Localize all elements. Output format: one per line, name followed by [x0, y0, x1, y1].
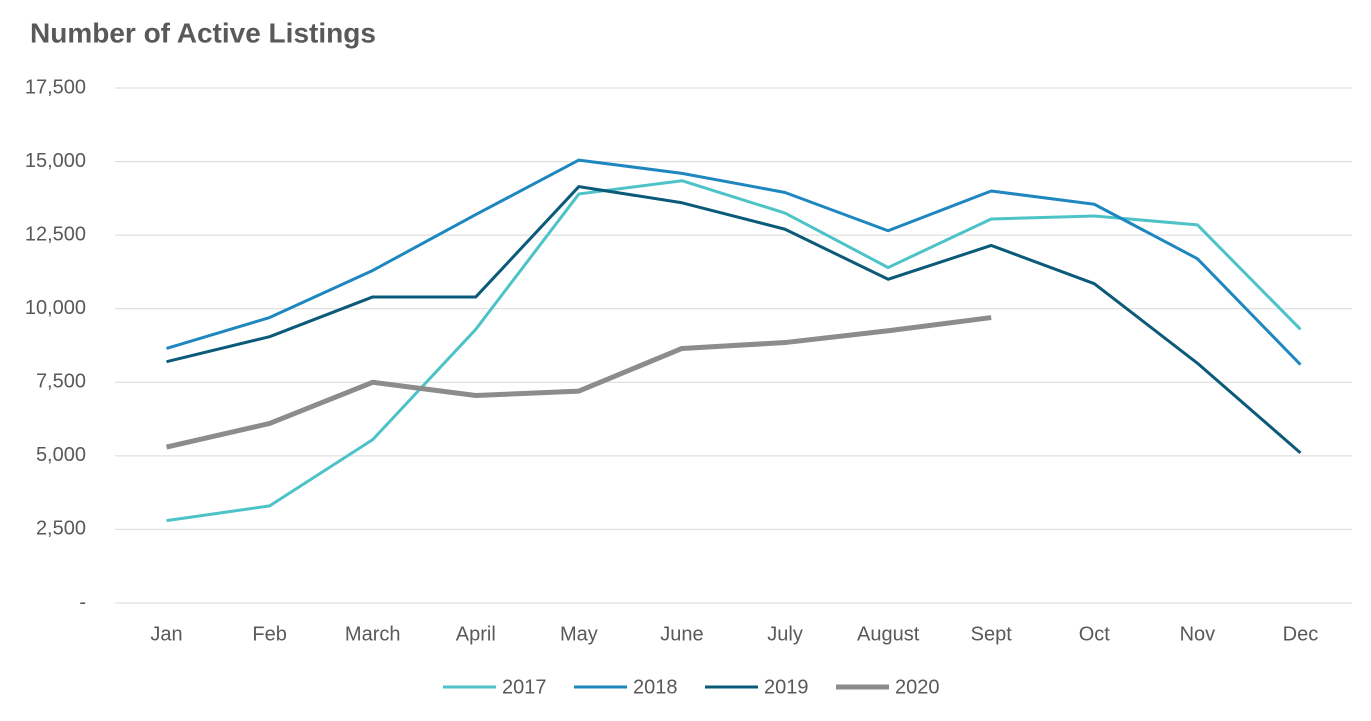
x-tick-label: August: [857, 623, 920, 645]
x-tick-label: Nov: [1180, 623, 1216, 645]
legend-label: 2020: [895, 676, 940, 698]
y-tick-label: 7,500: [36, 371, 86, 393]
series-line: [165, 315, 992, 450]
y-tick-label: 2,500: [36, 518, 86, 540]
x-tick-label: Sept: [971, 623, 1013, 645]
x-tick-label: June: [660, 623, 703, 645]
y-tick-label: 12,500: [25, 223, 86, 245]
legend-label: 2017: [502, 676, 547, 698]
y-tick-label: 15,000: [25, 150, 86, 172]
x-tick-label: Dec: [1283, 623, 1319, 645]
legend-label: 2018: [633, 676, 678, 698]
y-tick-label: -: [79, 591, 86, 613]
x-tick-label: July: [767, 623, 803, 645]
x-tick-label: May: [560, 623, 598, 645]
x-tick-label: Jan: [150, 623, 182, 645]
x-tick-label: Feb: [252, 623, 286, 645]
chart-title: Number of Active Listings: [30, 17, 376, 48]
x-tick-label: March: [345, 623, 401, 645]
legend-label: 2019: [764, 676, 809, 698]
x-tick-label: Oct: [1079, 623, 1111, 645]
y-tick-label: 10,000: [25, 297, 86, 319]
series-line: [166, 158, 1302, 366]
x-tick-label: April: [456, 623, 496, 645]
y-tick-label: 17,500: [25, 76, 86, 98]
series-line: [166, 179, 1302, 523]
series-line: [166, 185, 1302, 455]
y-tick-label: 5,000: [36, 444, 86, 466]
